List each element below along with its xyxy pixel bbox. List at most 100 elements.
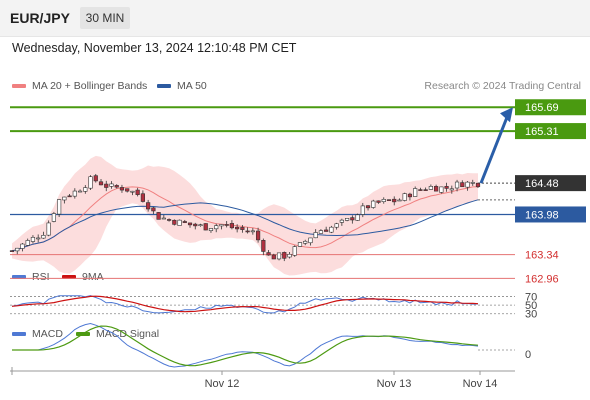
legend-rsi-label: RSI (32, 271, 50, 283)
candle-body (67, 195, 72, 198)
legend-9ma-label: 9MA (82, 271, 104, 283)
candle-body (418, 189, 423, 191)
candle-body (360, 205, 365, 215)
candle-body (41, 235, 46, 239)
candle-body (287, 253, 292, 258)
candle-body (62, 196, 67, 201)
candle-body (413, 188, 418, 197)
legend-ma20: MA 20 + Bollinger Bands (12, 80, 147, 92)
legend-macd-signal-label: MACD Signal (96, 328, 160, 340)
candle-body (470, 182, 475, 184)
target-label-box-0 (515, 99, 586, 116)
candle-body (30, 236, 36, 242)
candle-body (161, 217, 166, 220)
candle-body (229, 223, 235, 229)
chart-datetime: Wednesday, November 13, 2024 12:10:48 PM… (12, 41, 297, 55)
target-label-1: 165.31 (525, 126, 559, 138)
candle-body (15, 247, 20, 252)
candle-body (182, 221, 187, 223)
candle-body (140, 193, 145, 202)
candle-body (439, 186, 444, 193)
candle-body (365, 205, 371, 209)
x-tick-label: Nov 13 (377, 378, 412, 390)
candle-body (276, 252, 282, 260)
candle-body (240, 227, 245, 230)
candle-body (271, 254, 276, 260)
candle-body (51, 213, 56, 222)
candle-body (313, 232, 318, 239)
x-axis: Nov 12 Nov 13 Nov 14 (10, 367, 515, 390)
macd-panel: 0 (12, 322, 531, 368)
forecast-arrow-head (500, 107, 513, 123)
candle-body (345, 218, 350, 221)
candle-body (130, 190, 135, 193)
candle-body (125, 188, 130, 192)
9ma-swatch (62, 275, 76, 279)
candle-body (98, 181, 104, 186)
level-lines-layer (10, 106, 515, 279)
candle-body (371, 200, 376, 208)
timeframe-button[interactable]: 30 MIN (80, 7, 130, 29)
level-labels-layer: 165.69 165.31 164.48 163.98 163.34 162.96 (515, 99, 586, 285)
rsi-9ma-line (11, 295, 479, 313)
candle-body (402, 193, 407, 201)
candle-body (303, 240, 308, 244)
rsi-swatch (12, 275, 26, 279)
bollinger-band-layer (12, 155, 478, 276)
macd-line (12, 322, 479, 368)
target-label-0: 165.69 (525, 102, 559, 114)
candle-body (465, 181, 470, 188)
legend-ma50-label: MA 50 (177, 80, 207, 92)
credit-text: Research © 2024 Trading Central (424, 80, 581, 92)
candle-body (146, 202, 151, 210)
candle-body (397, 199, 402, 202)
candle-body (177, 219, 182, 226)
macd-zero-label: 0 (525, 349, 531, 361)
candle-body (198, 224, 203, 227)
candle-body (88, 176, 93, 189)
candle-body (93, 175, 98, 182)
rsi-level-label: 50 (525, 300, 537, 312)
candle-body (339, 219, 344, 223)
legend-rsi: RSI (12, 271, 50, 283)
candle-body (444, 186, 449, 189)
legend-macd: MACD (12, 328, 63, 340)
legend-9ma: 9MA (62, 271, 104, 283)
forecast-arrow-shaft (479, 116, 509, 184)
target-label-box-1 (515, 123, 586, 140)
ma50-swatch (157, 84, 171, 88)
candle-body (109, 183, 114, 187)
candle-body (46, 222, 51, 236)
candle-body (428, 186, 433, 190)
forecast-arrow-layer (479, 107, 513, 184)
support-label-5: 162.96 (525, 273, 559, 285)
symbol-title: EUR/JPY (10, 10, 70, 26)
candle-body (172, 219, 177, 225)
candle-body (282, 252, 287, 259)
candle-body (156, 212, 161, 220)
candle-body (434, 186, 439, 192)
candle-body (460, 182, 465, 188)
candle-body (449, 188, 454, 191)
candle-body (187, 222, 193, 226)
candle-body (266, 252, 271, 256)
legend-ma20-label: MA 20 + Bollinger Bands (32, 80, 148, 92)
candle-body (292, 246, 297, 256)
candle-body (104, 183, 109, 188)
candle-body (203, 223, 208, 231)
candle-body (392, 198, 397, 203)
candle-body (36, 237, 41, 240)
rsi-level-label: 70 (525, 292, 537, 304)
candle-body (381, 199, 386, 203)
candle-body (77, 190, 83, 193)
pivot-label-box (515, 206, 586, 223)
candle-body (245, 230, 250, 233)
candle-body (454, 181, 460, 189)
candle-body (224, 224, 229, 226)
ma50-line (11, 199, 479, 252)
candle-body (318, 230, 324, 234)
candle-body (334, 223, 339, 228)
candle-body (308, 237, 313, 244)
